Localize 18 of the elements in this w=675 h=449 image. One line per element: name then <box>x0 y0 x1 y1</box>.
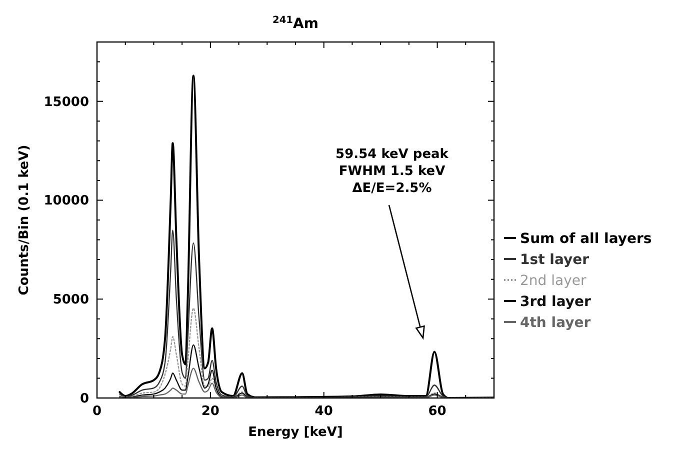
line-series <box>119 230 494 398</box>
annotation: 59.54 keV peak FWHM 1.5 keV ΔE/E=2.5% <box>336 147 449 196</box>
y-tick-label: 5000 <box>52 292 89 308</box>
y-tick-label: 15000 <box>44 94 89 110</box>
x-axis-title: Energy [keV] <box>248 425 343 440</box>
y-tick-label: 10000 <box>44 194 89 209</box>
legend-label: 1st layer <box>520 252 590 268</box>
legend-label: 3rd layer <box>520 294 591 310</box>
legend-label: 4th layer <box>520 315 591 331</box>
x-tick-label: 60 <box>428 404 446 419</box>
chart-title: $^{241}$Am <box>272 14 318 32</box>
legend-label: Sum of all layers <box>520 231 652 247</box>
y-axis-title: Counts/Bin (0.1 keV) <box>17 144 32 296</box>
x-tick-label: 40 <box>314 404 333 419</box>
x-tick-label: 0 <box>92 404 102 419</box>
legend-label: 2nd layer <box>520 273 586 289</box>
y-tick-label: 0 <box>80 392 89 406</box>
x-tick-label: 20 <box>201 404 220 419</box>
